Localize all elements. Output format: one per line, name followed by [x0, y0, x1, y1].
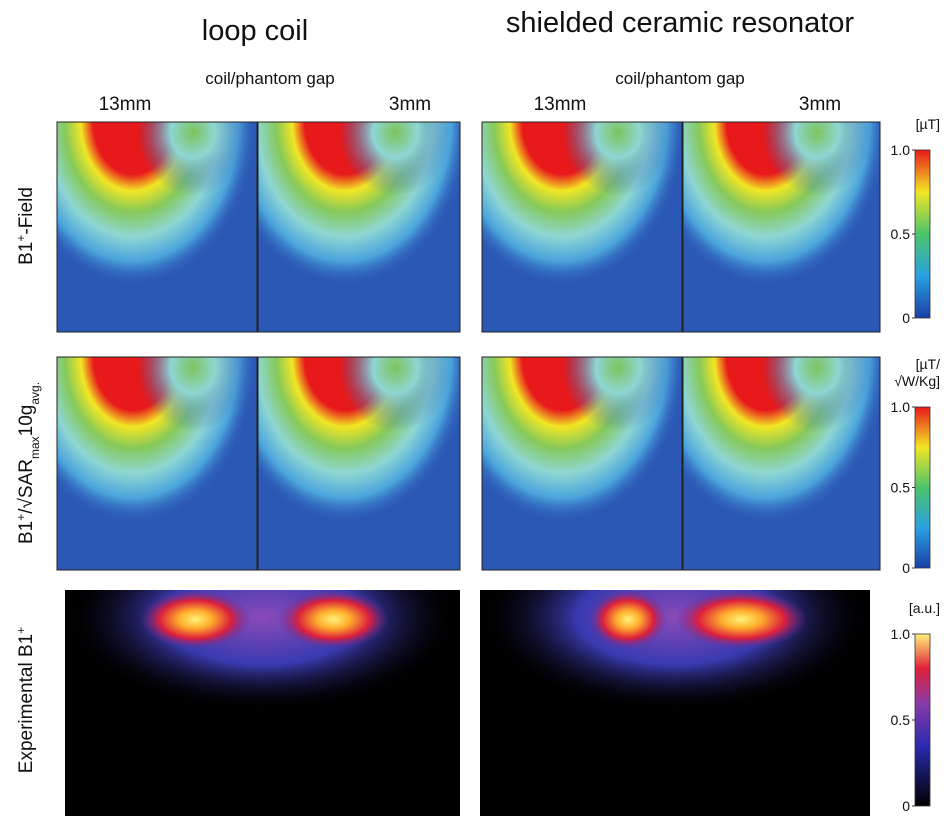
row-label-part: +: [14, 514, 28, 521]
colorbar-units: [a.u.]: [909, 600, 940, 616]
colorbar-tick-label: 0.5: [891, 712, 911, 728]
colorbar-tick-label: 0: [902, 310, 910, 326]
colorbar-units: √W/Kg]: [894, 373, 940, 389]
column-title: loop coil: [202, 15, 308, 47]
map-hotspot: [140, 590, 251, 649]
colorbar: [915, 634, 930, 806]
colorbar-tick-label: 1.0: [891, 142, 911, 158]
row-label-part: 10g: [16, 405, 37, 437]
row-label: Experimental B1+: [14, 627, 37, 773]
row-label-part: avg.: [28, 382, 42, 405]
map-lobe: [339, 70, 452, 196]
map-hotspot: [675, 590, 808, 649]
colorbar-tick-label: 0: [902, 798, 910, 814]
colorbar-units: [µT/: [916, 356, 941, 372]
row-label-part: max: [28, 436, 42, 459]
row-label-part: Experimental B1: [16, 634, 37, 773]
colorbar-tick-label: 0.5: [891, 480, 911, 496]
map-layer: [438, 0, 686, 332]
figure: loop coil shielded ceramic resonator coi…: [0, 0, 945, 816]
map-hotspot: [589, 590, 667, 649]
gap-value: 13mm: [534, 94, 587, 115]
colorbar-tick-label: 0: [902, 560, 910, 576]
gap-value: 3mm: [799, 94, 841, 115]
row-label-part: B1: [16, 242, 37, 265]
column-title: shielded ceramic resonator: [506, 7, 855, 39]
map-layer: [9, 0, 257, 332]
gap-value: 3mm: [389, 94, 431, 115]
map-lobe: [137, 70, 249, 196]
row-label-part: B1: [16, 521, 37, 544]
colorbar-tick-label: 1.0: [891, 399, 911, 415]
colorbar-tick-label: 0.5: [891, 226, 911, 242]
map-hotspot: [278, 590, 389, 649]
colorbar: [915, 407, 930, 568]
row-label-part: /√SAR: [16, 459, 37, 514]
field-map: [9, 0, 257, 332]
field-map: [438, 0, 686, 332]
map-lobe: [562, 70, 674, 196]
map-lobe: [762, 70, 872, 196]
gap-label: coil/phantom gap: [205, 69, 334, 88]
colorbar-units: [µT]: [916, 116, 940, 132]
row-label-part: -Field: [16, 187, 37, 235]
row-label: B1+/√SARmax10gavg.: [14, 382, 42, 544]
gap-label: coil/phantom gap: [615, 69, 744, 88]
colorbar: [915, 150, 930, 318]
colorbar-tick-label: 1.0: [891, 626, 911, 642]
gap-value: 13mm: [99, 94, 152, 115]
row-label-part: +: [14, 627, 28, 634]
row-label-part: +: [14, 235, 28, 242]
row-label: B1+-Field: [14, 187, 37, 265]
